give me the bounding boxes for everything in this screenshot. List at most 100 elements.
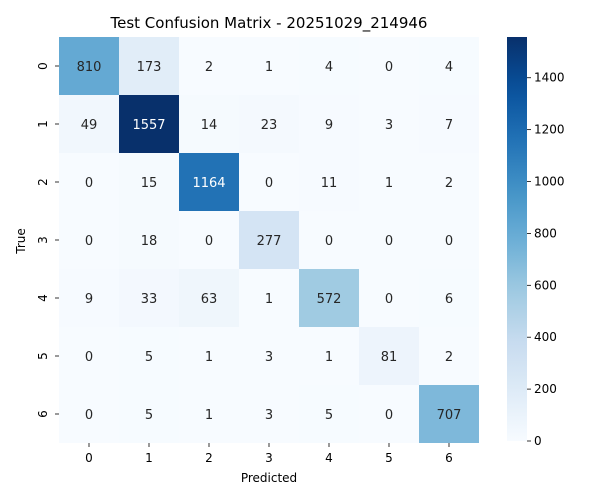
heatmap-cell bbox=[419, 327, 479, 385]
colorbar-ticks: 0 200 400 600 800 1000 1200 1400 bbox=[527, 71, 565, 448]
heatmap-cell bbox=[419, 153, 479, 211]
cell-value-label: 0 bbox=[205, 234, 213, 249]
cell-value-label: 11 bbox=[321, 176, 338, 191]
heatmap-cell bbox=[119, 153, 179, 211]
heatmap-cell bbox=[179, 153, 239, 211]
heatmap-cell bbox=[299, 95, 359, 153]
x-axis-label: Predicted bbox=[241, 471, 297, 485]
colorbar-tick-label: 400 bbox=[534, 330, 557, 344]
heatmap-cell bbox=[179, 385, 239, 443]
heatmap-cell bbox=[59, 385, 119, 443]
heatmap-cell bbox=[59, 95, 119, 153]
heatmap-cell bbox=[59, 269, 119, 327]
heatmap-cell bbox=[359, 95, 419, 153]
cell-value-label: 277 bbox=[257, 234, 282, 249]
cell-value-label: 33 bbox=[141, 292, 158, 307]
cell-value-label: 0 bbox=[265, 176, 273, 191]
heatmap-cell bbox=[359, 153, 419, 211]
y-tick-label: 0 bbox=[36, 62, 50, 70]
cell-value-label: 49 bbox=[81, 118, 98, 133]
cell-value-label: 0 bbox=[445, 234, 453, 249]
cell-value-label: 15 bbox=[141, 176, 158, 191]
cell-value-label: 0 bbox=[85, 350, 93, 365]
heatmap-cell bbox=[419, 269, 479, 327]
x-tick-label: 4 bbox=[325, 451, 333, 465]
x-tick-label: 3 bbox=[265, 451, 273, 465]
heatmap-cell bbox=[419, 385, 479, 443]
x-tick-label: 1 bbox=[145, 451, 153, 465]
cell-value-label: 7 bbox=[445, 118, 453, 133]
cell-value-label: 0 bbox=[325, 234, 333, 249]
cell-value-label: 1557 bbox=[132, 118, 165, 133]
cell-value-label: 81 bbox=[381, 350, 398, 365]
chart-title: Test Confusion Matrix - 20251029_214946 bbox=[110, 14, 428, 33]
cell-value-label: 9 bbox=[85, 292, 93, 307]
cell-value-label: 6 bbox=[445, 292, 453, 307]
cell-value-label: 4 bbox=[325, 60, 333, 75]
heatmap-cell bbox=[239, 327, 299, 385]
heatmap-cell bbox=[59, 153, 119, 211]
cell-value-label: 0 bbox=[85, 234, 93, 249]
heatmap-cell bbox=[59, 327, 119, 385]
heatmap-cell bbox=[59, 37, 119, 95]
colorbar-tick-label: 600 bbox=[534, 278, 557, 292]
cell-value-label: 3 bbox=[385, 118, 393, 133]
heatmap-cell bbox=[179, 95, 239, 153]
y-axis-ticks: 0 1 2 3 4 5 6 bbox=[36, 62, 59, 418]
heatmap-cell bbox=[119, 385, 179, 443]
colorbar-tick-label: 200 bbox=[534, 382, 557, 396]
cell-value-label: 0 bbox=[85, 408, 93, 423]
y-tick-label: 1 bbox=[36, 120, 50, 128]
cell-value-label: 23 bbox=[261, 118, 278, 133]
heatmap-cell bbox=[119, 269, 179, 327]
heatmap-cell bbox=[359, 211, 419, 269]
colorbar bbox=[507, 37, 527, 441]
cell-value-label: 810 bbox=[77, 60, 102, 75]
cell-value-label: 1 bbox=[265, 60, 273, 75]
heatmap-cell bbox=[179, 327, 239, 385]
heatmap-cell bbox=[119, 211, 179, 269]
heatmap-cell bbox=[239, 37, 299, 95]
cell-value-label: 0 bbox=[385, 292, 393, 307]
colorbar-tick-label: 1400 bbox=[534, 71, 565, 85]
y-tick-label: 5 bbox=[36, 352, 50, 360]
colorbar-tick-label: 1200 bbox=[534, 123, 565, 137]
heatmap-cell bbox=[359, 327, 419, 385]
heatmap-cell bbox=[179, 269, 239, 327]
colorbar-tick-label: 800 bbox=[534, 226, 557, 240]
cell-value-label: 2 bbox=[445, 176, 453, 191]
y-tick-label: 3 bbox=[36, 236, 50, 244]
y-axis-label: True bbox=[14, 228, 28, 255]
cell-value-label: 707 bbox=[437, 408, 462, 423]
colorbar-tick-label: 1000 bbox=[534, 175, 565, 189]
cell-value-label: 4 bbox=[445, 60, 453, 75]
cell-value-label: 5 bbox=[145, 350, 153, 365]
cell-value-label: 3 bbox=[265, 408, 273, 423]
heatmap-cell bbox=[299, 269, 359, 327]
heatmap-cell bbox=[419, 37, 479, 95]
x-axis-ticks: 0 1 2 3 4 5 6 bbox=[85, 443, 453, 465]
heatmap-cell bbox=[59, 211, 119, 269]
cell-value-label: 14 bbox=[201, 118, 218, 133]
cell-value-label: 18 bbox=[141, 234, 158, 249]
heatmap-cell bbox=[179, 37, 239, 95]
cell-value-label: 63 bbox=[201, 292, 218, 307]
heatmap-cell bbox=[239, 385, 299, 443]
x-tick-label: 5 bbox=[385, 451, 393, 465]
heatmap-cell bbox=[239, 269, 299, 327]
cell-value-label: 1164 bbox=[192, 176, 225, 191]
cell-value-label: 5 bbox=[145, 408, 153, 423]
cell-value-label: 0 bbox=[385, 234, 393, 249]
cell-value-label: 9 bbox=[325, 118, 333, 133]
heatmap-cell bbox=[239, 211, 299, 269]
cell-value-label: 1 bbox=[325, 350, 333, 365]
heatmap-cell bbox=[119, 327, 179, 385]
y-tick-label: 6 bbox=[36, 410, 50, 418]
cell-value-label: 173 bbox=[137, 60, 162, 75]
cell-value-label: 5 bbox=[325, 408, 333, 423]
heatmap-cell bbox=[299, 211, 359, 269]
heatmap-cell bbox=[359, 37, 419, 95]
heatmap-cell bbox=[239, 153, 299, 211]
x-tick-label: 2 bbox=[205, 451, 213, 465]
